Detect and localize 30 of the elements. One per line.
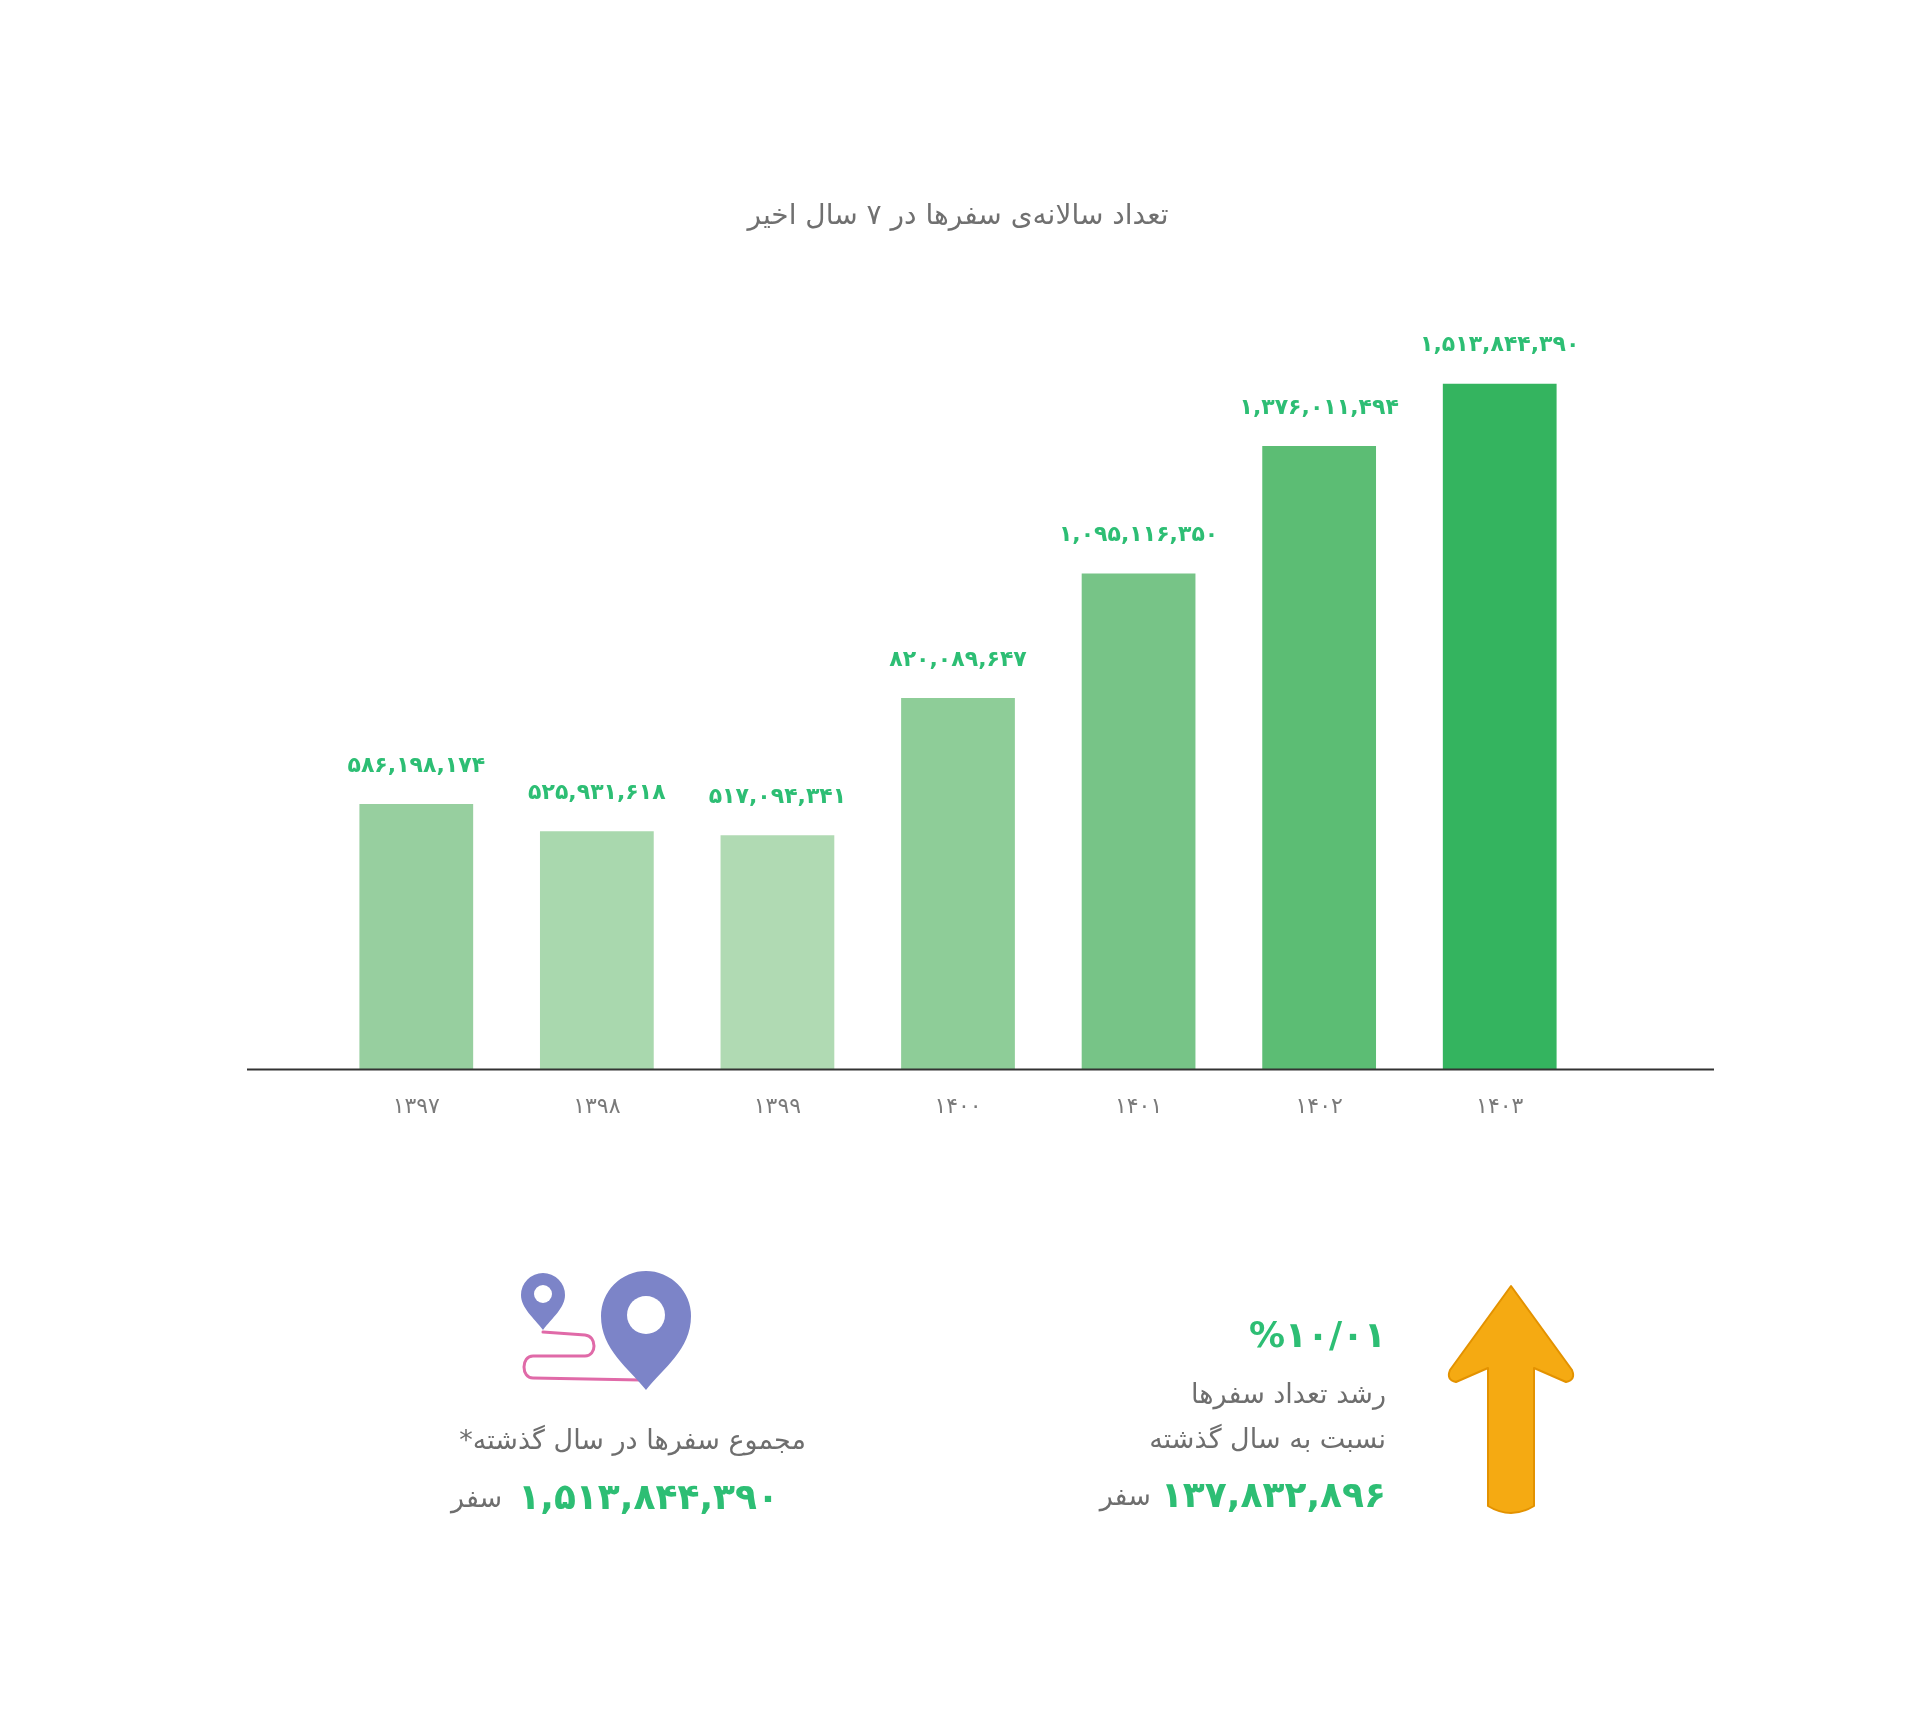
bar xyxy=(1262,446,1377,1070)
text: %۱۰/۰۱ xyxy=(1248,1314,1386,1356)
data-label: ۵۱۷,۰۹۴,۳۴۱ xyxy=(708,783,847,809)
data-label: ۵۸۶,۱۹۸,۱۷۴ xyxy=(347,751,486,777)
x-tick-label: ۱۴۰۳ xyxy=(1476,1092,1524,1118)
bar xyxy=(1442,383,1557,1070)
text: ۱۳۷,۸۳۲,۸۹۶ xyxy=(1160,1474,1386,1516)
data-label: ۱,۵۱۳,۸۴۴,۳۹۰ xyxy=(1420,331,1580,357)
bar xyxy=(720,835,835,1070)
x-tick-label: ۱۳۹۹ xyxy=(753,1092,802,1118)
text: ۱,۵۱۳,۸۴۴,۳۹۰ xyxy=(518,1476,779,1518)
data-label: ۱,۰۹۵,۱۱۶,۳۵۰ xyxy=(1058,521,1219,547)
bar xyxy=(1081,573,1196,1070)
text: مجموع سفرها در سال گذشته* xyxy=(459,1424,806,1457)
x-tick-label: ۱۴۰۱ xyxy=(1114,1092,1163,1118)
text: سفر xyxy=(449,1482,503,1515)
text: سفر xyxy=(1097,1480,1151,1513)
data-label: ۱,۳۷۶,۰۱۱,۴۹۴ xyxy=(1239,393,1399,419)
chart-title: تعداد سالانه‌ی سفرها در ۷ سال اخیر xyxy=(745,198,1169,232)
text: رشد تعداد سفرها xyxy=(1191,1378,1386,1411)
data-label: ۵۲۵,۹۳۱,۶۱۸ xyxy=(528,779,667,805)
data-label: ۸۲۰,۰۸۹,۶۴۷ xyxy=(889,645,1028,671)
bar xyxy=(539,831,654,1070)
bar xyxy=(359,803,474,1070)
x-tick-label: ۱۳۹۸ xyxy=(573,1092,621,1118)
x-tick-label: ۱۴۰۲ xyxy=(1295,1092,1343,1118)
text: نسبت به سال گذشته xyxy=(1149,1423,1386,1455)
x-tick-label: ۱۳۹۷ xyxy=(392,1092,441,1118)
x-tick-label: ۱۴۰۰ xyxy=(934,1092,982,1118)
bar xyxy=(901,698,1015,1070)
